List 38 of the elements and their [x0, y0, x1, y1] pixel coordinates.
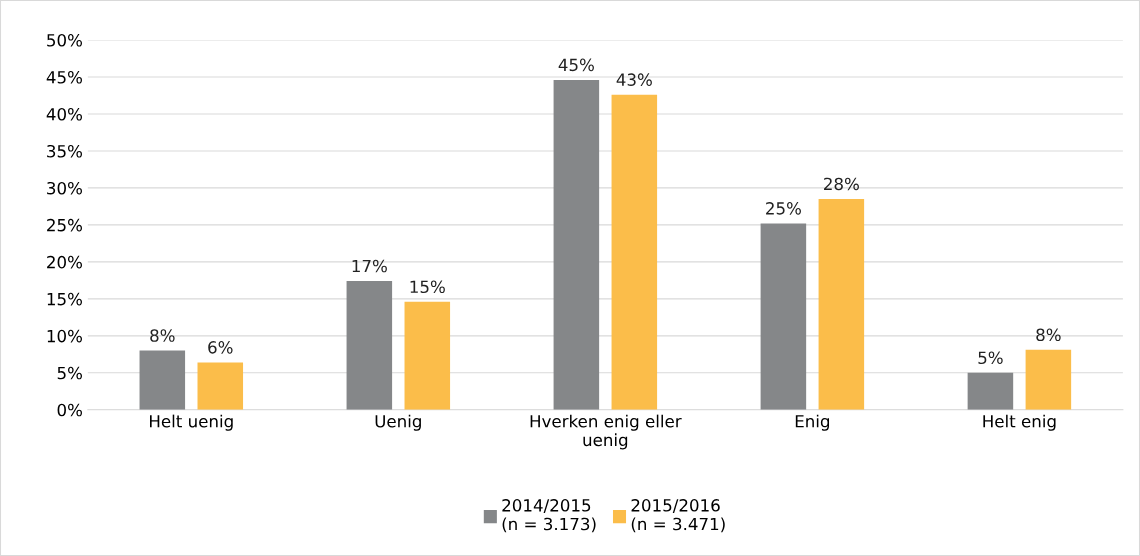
data-label: 28% [824, 177, 859, 191]
y-tick-label: 20% [47, 255, 82, 269]
data-label: 45% [558, 58, 594, 72]
data-label: 17% [352, 259, 387, 273]
bar [967, 372, 1014, 410]
data-label: 15% [410, 280, 445, 294]
data-label: 8% [1036, 328, 1061, 342]
y-tick-label: 15% [47, 292, 82, 306]
data-label: 6% [208, 341, 233, 354]
y-tick-label: 25% [47, 218, 82, 232]
data-label: 25% [766, 202, 801, 215]
y-tick-label: 40% [46, 107, 82, 121]
bar [553, 79, 600, 410]
bar [197, 362, 244, 410]
x-tick-label: Helt uenig [150, 414, 233, 431]
y-tick-label: 0% [57, 403, 82, 417]
y-tick-label: 35% [47, 144, 82, 158]
x-tick-label: Hverken enig eller uenig [530, 414, 682, 450]
data-label: 5% [978, 351, 1003, 365]
bar [404, 301, 451, 410]
bar [1025, 349, 1072, 410]
bar [139, 350, 186, 410]
bar [818, 199, 865, 410]
y-tick-label: 45% [46, 70, 82, 84]
y-tick-label: 10% [47, 329, 82, 343]
x-tick-label: Uenig [375, 414, 421, 431]
bar [346, 281, 393, 410]
legend-label: 2015/2016 (n = 3.471) [631, 499, 725, 533]
y-tick-label: 5% [57, 366, 82, 380]
bar [611, 94, 658, 410]
data-label: 43% [616, 73, 652, 86]
bar [760, 223, 807, 410]
y-tick-label: 50% [47, 33, 82, 47]
legend-label: 2014/2015 (n = 3.173) [502, 499, 596, 533]
x-tick-label: Enig [795, 414, 829, 431]
data-label: 8% [150, 329, 175, 342]
x-tick-label: Helt enig [983, 414, 1056, 431]
y-tick-label: 30% [47, 181, 82, 195]
